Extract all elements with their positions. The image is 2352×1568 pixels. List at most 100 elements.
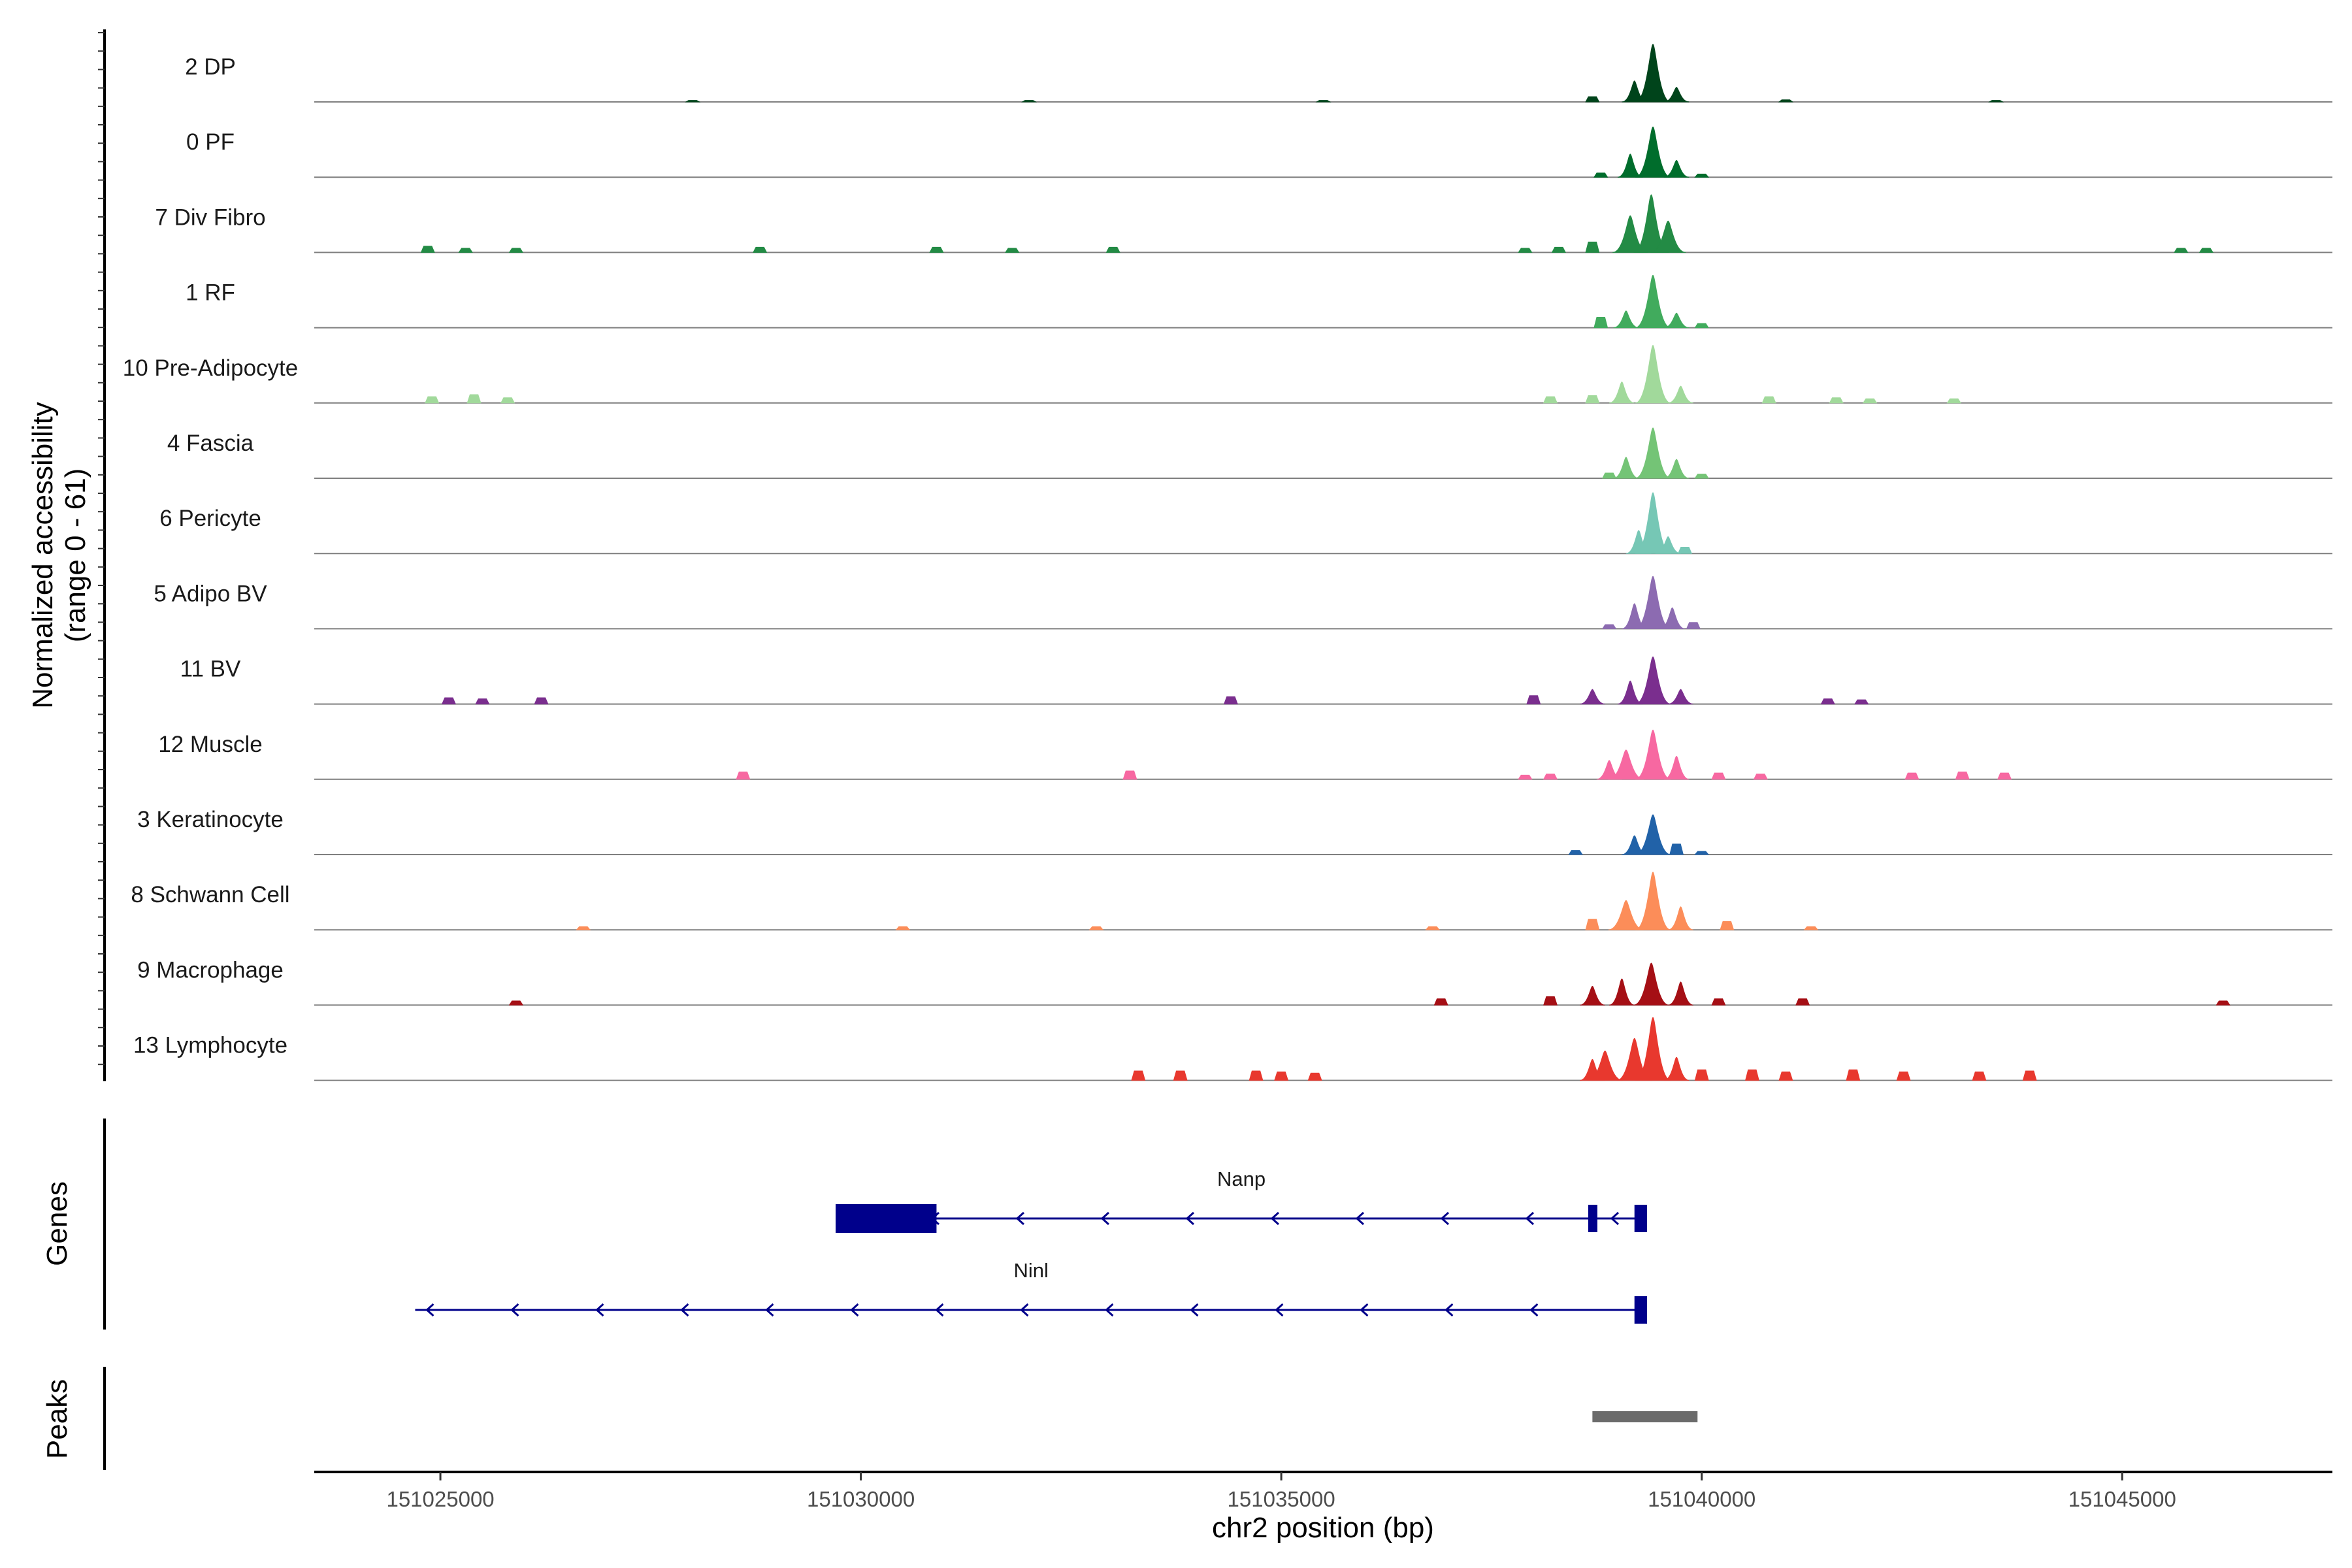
peak-regions <box>1592 1411 1698 1422</box>
strand-arrow <box>1100 1211 1109 1226</box>
y-axis-title: Normalized accessibility (range 0 - 61) <box>27 402 91 708</box>
coverage-peak <box>2174 248 2189 253</box>
strand-arrow <box>1020 1303 1029 1317</box>
coverage-peak <box>1997 772 2012 780</box>
coverage-peak <box>1635 576 1671 629</box>
coverage-peak <box>1846 1070 1861 1081</box>
gene-label: Ninl <box>1014 1259 1049 1282</box>
coverage-peak <box>1904 772 1919 780</box>
strand-arrow <box>595 1303 604 1317</box>
coverage-peak <box>1249 1070 1264 1081</box>
strand-arrow <box>1360 1303 1369 1317</box>
coverage-peak <box>1122 770 1137 780</box>
track-label: 12 Muscle <box>158 732 263 757</box>
coverage-peak <box>1601 472 1617 479</box>
coverage-peak <box>1795 998 1810 1005</box>
track-label: 8 Schwann Cell <box>131 882 289 907</box>
coverage-peak <box>1650 220 1686 253</box>
coverage-peak <box>1518 774 1533 780</box>
track-label: 13 Lymphocyte <box>133 1033 287 1058</box>
gene-nanp: Nanp <box>835 1168 1648 1233</box>
coverage-peak <box>1663 459 1690 479</box>
coverage-peak <box>1711 772 1726 780</box>
coverage-peak <box>1543 396 1558 404</box>
coverage-peak <box>534 697 549 705</box>
coverage-peak <box>508 248 524 253</box>
coverage-peak <box>1579 985 1605 1005</box>
coverage-peak <box>1663 87 1690 103</box>
coverage-peak <box>1663 312 1690 329</box>
coverage-peak <box>1005 248 1020 253</box>
track-label: 9 Macrophage <box>137 957 284 983</box>
coverage-peak <box>1173 1070 1188 1081</box>
coverage-peak <box>1635 872 1671 930</box>
coverage-peak <box>1433 998 1448 1005</box>
coverage-peak <box>685 100 701 103</box>
track-label: 5 Adipo BV <box>154 581 267 606</box>
y-axis-title-line2: (range 0 - 61) <box>59 468 91 643</box>
coverage-peak <box>475 698 490 705</box>
x-axis-ticks: 151025000 151030000 151035000 151040000 1510… <box>386 1472 2176 1511</box>
coverage-peak <box>1223 696 1238 705</box>
coverage-peak <box>1663 1056 1690 1081</box>
gene-models: Nanp Ninl <box>415 1168 1648 1324</box>
track-label: 0 PF <box>186 129 235 155</box>
strand-arrow <box>1440 1211 1449 1226</box>
coverage-peak <box>508 1000 524 1005</box>
coverage-peak <box>1635 729 1671 780</box>
coverage-peak <box>2198 248 2214 253</box>
track-8-schwann-cell: 8 Schwann Cell <box>131 872 2332 931</box>
track-label: 4 Fascia <box>167 431 254 456</box>
coverage-peak <box>441 697 456 705</box>
strand-arrow <box>1355 1211 1364 1226</box>
coverage-peak <box>1829 397 1844 404</box>
track-label: 11 BV <box>180 657 241 682</box>
coverage-peak <box>1608 749 1644 780</box>
coverage-peak <box>1021 100 1037 103</box>
x-tick-label: 151025000 <box>386 1487 494 1511</box>
coverage-peak <box>1622 603 1648 629</box>
coverage-peak <box>466 394 482 404</box>
coverage-peak <box>1625 530 1652 554</box>
track-12-muscle: 12 Muscle <box>158 729 2332 780</box>
gene-ninl: Ninl <box>415 1259 1648 1324</box>
track-label: 1 RF <box>186 280 235 306</box>
track-label: 7 Div Fibro <box>155 204 265 230</box>
track-9-macrophage: 9 Macrophage <box>137 957 2332 1006</box>
coverage-peak <box>1613 457 1639 479</box>
coverage-peak <box>1616 1037 1652 1081</box>
strand-arrow <box>1445 1303 1454 1317</box>
coverage-peak <box>1753 774 1768 780</box>
coverage-peak <box>1635 427 1671 479</box>
coverage-peak <box>1694 173 1710 178</box>
strand-arrow <box>680 1303 689 1317</box>
coverage-peak <box>1105 246 1120 253</box>
coverage-peak <box>1694 474 1709 479</box>
coverage-peak <box>1955 772 1970 780</box>
coverage-peak <box>1593 317 1609 329</box>
strand-arrow <box>850 1303 859 1317</box>
coverage-peak <box>1635 44 1671 103</box>
coverage-peak <box>1694 1070 1709 1081</box>
coverage-peak <box>1596 760 1622 780</box>
coverage-peak <box>1585 919 1600 930</box>
x-tick-label: 151040000 <box>1648 1487 1756 1511</box>
strand-arrow <box>1185 1211 1194 1226</box>
coverage-peak <box>1274 1071 1289 1081</box>
coverage-peak <box>1585 395 1600 404</box>
coverage-peak <box>1551 246 1566 253</box>
coverage-peak <box>1820 698 1835 705</box>
track-1-rf: 1 RF <box>186 274 2332 329</box>
strand-arrow <box>1529 1303 1539 1317</box>
coverage-peak <box>1720 921 1735 930</box>
coverage-peak <box>500 397 515 404</box>
coverage-peak <box>420 246 435 253</box>
coverage-peak <box>1635 656 1671 705</box>
coverage-peak <box>1896 1071 1911 1081</box>
strand-arrow <box>765 1303 774 1317</box>
strand-arrow <box>1270 1211 1279 1226</box>
track-label: 2 DP <box>185 54 236 80</box>
coverage-peak <box>1608 900 1644 930</box>
track-3-keratinocyte: 3 Keratinocyte <box>137 807 2332 855</box>
coverage-peak <box>1635 344 1671 404</box>
